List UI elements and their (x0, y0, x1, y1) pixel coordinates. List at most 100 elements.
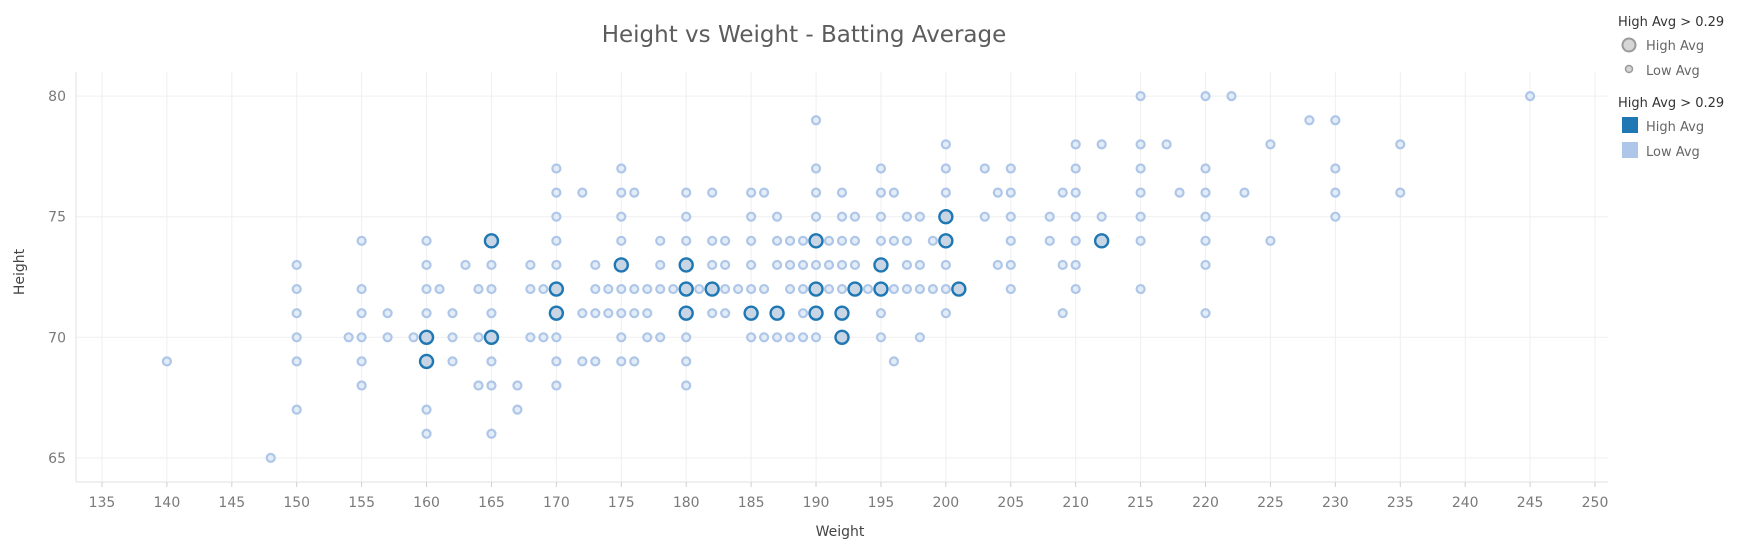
x-axis-ticks: 135 140 145 150 155 160 165 170 175 180 185 190 195 2… (89, 482, 1609, 511)
scatter-point-low (1005, 163, 1016, 174)
scatter-point-low (382, 332, 393, 343)
scatter-point-low (616, 356, 627, 367)
x-tick-label: 150 (283, 495, 310, 511)
scatter-point-low (642, 283, 653, 295)
scatter-point-low (1174, 187, 1185, 198)
scatter-point-low (629, 356, 640, 367)
scatter-point-low (707, 308, 718, 319)
scatter-point-low (771, 332, 783, 343)
scatter-point-low (486, 380, 497, 391)
scatter-point-high (1093, 233, 1110, 249)
x-tick-label: 190 (803, 495, 830, 511)
scatter-point-low (616, 332, 627, 343)
x-tick-label: 225 (1257, 495, 1284, 511)
scatter-point-low (901, 211, 913, 222)
y-tick-label: 70 (48, 330, 66, 346)
scatter-point-high (483, 233, 500, 249)
x-tick-label: 185 (738, 495, 765, 511)
scatter-point-low (356, 332, 367, 343)
scatter-point-low (771, 259, 783, 271)
scatter-point-low (447, 308, 458, 319)
scatter-point-low (642, 332, 653, 343)
scatter-point-low (356, 308, 367, 319)
scatter-point-low (1096, 139, 1107, 150)
scatter-point-high (483, 329, 500, 345)
y-tick-label: 75 (48, 210, 66, 226)
scatter-point-low (447, 356, 458, 367)
scatter-point-low (1005, 283, 1016, 295)
scatter-point-low (1239, 187, 1250, 198)
scatter-point-low (810, 211, 822, 222)
scatter-point-high (418, 353, 435, 370)
scatter-point-low (616, 163, 627, 174)
scatter-point-low (849, 235, 861, 246)
scatter-point-low (746, 259, 757, 271)
scatter-point-low (1200, 163, 1211, 174)
scatter-point-low (356, 235, 367, 246)
scatter-point-low (642, 308, 653, 319)
scatter-point-low (784, 283, 796, 295)
scatter-point-low (784, 332, 796, 343)
scatter-point-low (1265, 139, 1276, 150)
scatter-point-low (291, 259, 302, 271)
scatter-point-low (1525, 91, 1536, 102)
scatter-point-low (875, 187, 887, 198)
scatter-point-low (343, 332, 354, 343)
scatter-point-low (629, 308, 640, 319)
y-axis-ticks: 65 70 75 80 (48, 89, 66, 467)
scatter-point-low (1304, 115, 1315, 126)
series-high-avg (418, 209, 1110, 370)
scatter-point-low (616, 283, 627, 295)
scatter-point-low (1200, 91, 1211, 102)
x-tick-label: 140 (154, 495, 181, 511)
x-tick-label: 215 (1127, 495, 1154, 511)
scatter-point-low (551, 235, 562, 246)
scatter-point-low (733, 283, 744, 295)
scatter-point-low (1057, 187, 1068, 198)
y-tick-label: 65 (48, 451, 66, 467)
scatter-point-high (548, 305, 565, 321)
scatter-point-low (291, 404, 302, 415)
scatter-point-low (901, 259, 913, 271)
scatter-point-low (797, 283, 809, 295)
scatter-point-low (1200, 308, 1211, 319)
scatter-point-low (603, 308, 614, 319)
x-tick-label: 235 (1387, 495, 1414, 511)
scatter-point-low (525, 332, 536, 343)
x-tick-label: 250 (1582, 495, 1609, 511)
scatter-point-low (421, 259, 432, 271)
scatter-point-low (849, 211, 861, 222)
scatter-point-low (927, 283, 938, 295)
scatter-point-high (678, 281, 694, 297)
x-tick-label: 245 (1517, 495, 1544, 511)
scatter-point-low (746, 332, 757, 343)
scatter-point-low (784, 235, 796, 246)
scatter-point-low (901, 283, 913, 295)
scatter-point-low (810, 115, 822, 126)
scatter-point-low (356, 283, 367, 295)
scatter-point-low (940, 187, 951, 198)
scatter-point-low (836, 187, 848, 198)
scatter-point-low (720, 235, 731, 246)
scatter-point-low (512, 404, 523, 415)
scatter-point-low (590, 259, 601, 271)
scatter-point-low (525, 283, 536, 295)
scatter-point-low (655, 332, 666, 343)
scatter-point-low (1044, 235, 1055, 246)
scatter-point-low (1135, 211, 1146, 222)
scatter-point-low (486, 259, 497, 271)
scatter-point-low (421, 428, 432, 439)
scatter-point-low (940, 259, 951, 271)
scatter-point-low (759, 283, 770, 295)
scatter-point-low (1070, 283, 1081, 295)
scatter-point-low (1200, 235, 1211, 246)
scatter-point-low (1057, 259, 1068, 271)
scatter-point-low (551, 259, 562, 271)
scatter-point-low (1070, 211, 1081, 222)
scatter-point-low (291, 332, 302, 343)
scatter-point-high (847, 281, 863, 297)
scatter-point-low (797, 235, 809, 246)
scatter-point-low (551, 187, 562, 198)
scatter-point-low (265, 452, 276, 463)
